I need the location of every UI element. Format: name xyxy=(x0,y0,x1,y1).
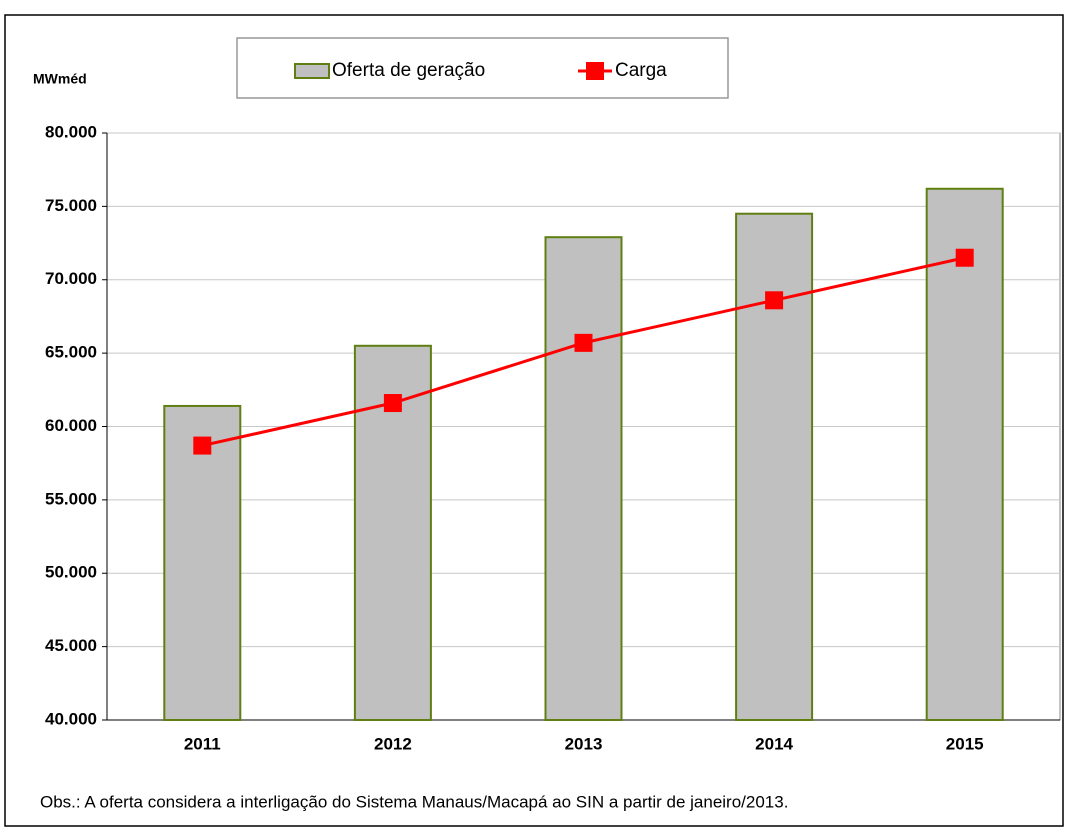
marker xyxy=(574,333,593,352)
x-tick-label: 2011 xyxy=(184,734,221,753)
y-tick-label: 80.000 xyxy=(45,122,97,141)
x-tick-label: 2015 xyxy=(946,734,984,753)
marker xyxy=(955,248,974,267)
y-tick-label: 60.000 xyxy=(45,416,97,435)
bar xyxy=(163,404,242,721)
y-tick-label: 65.000 xyxy=(45,343,97,362)
x-tick-label: 2014 xyxy=(755,734,793,753)
y-axis-label: MWméd xyxy=(33,71,87,87)
y-tick-label: 50.000 xyxy=(45,563,97,582)
marker xyxy=(193,436,212,455)
y-tick-label: 75.000 xyxy=(45,196,97,215)
y-tick-label: 45.000 xyxy=(45,636,97,655)
frame xyxy=(4,14,1064,827)
y-tick-label: 70.000 xyxy=(45,269,97,288)
marker xyxy=(383,394,402,413)
x-tick-label: 2013 xyxy=(565,734,603,753)
bar xyxy=(735,212,814,721)
y-tick-label: 40.000 xyxy=(45,709,97,728)
legend-swatch xyxy=(294,63,330,79)
legend-label: Oferta de geração xyxy=(332,60,485,81)
bar xyxy=(544,236,623,721)
x-tick-label: 2012 xyxy=(374,734,412,753)
y-tick-label: 55.000 xyxy=(45,489,97,508)
legend-label: Carga xyxy=(615,60,667,81)
bar xyxy=(925,187,1004,721)
legend-swatch xyxy=(586,62,604,80)
marker xyxy=(765,291,784,310)
note: Obs.: A oferta considera a interligação … xyxy=(40,792,788,811)
